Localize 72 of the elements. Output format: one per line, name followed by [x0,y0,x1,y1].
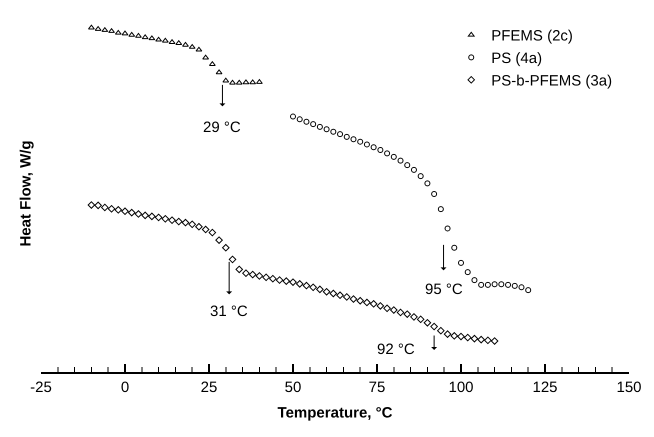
point [518,284,524,290]
point [444,225,451,232]
point [256,79,263,84]
point [451,244,458,251]
legend-label: PS-b-PFEMS (3a) [491,72,612,90]
point [108,28,115,33]
point [390,154,397,160]
annotation: 31 °C [210,303,248,320]
point [458,260,464,266]
point [162,38,169,43]
point [114,30,122,35]
point [196,46,202,52]
point [296,116,303,122]
point [384,150,390,156]
point [168,39,176,44]
x-tick-label: 75 [368,379,386,396]
point [410,166,417,173]
point [471,277,478,284]
point [249,79,256,84]
point [242,79,250,84]
point [464,269,471,276]
point [370,144,377,150]
point [324,126,330,132]
point [229,80,236,85]
x-tick-label: 50 [284,379,302,396]
point [182,42,189,47]
point [216,69,222,74]
point [512,282,518,289]
x-tick-label: 0 [120,379,130,396]
point [438,206,444,212]
point [525,287,532,294]
point [505,282,512,288]
point [142,34,149,40]
point [303,118,310,125]
legend-label: PFEMS (2c) [491,28,573,45]
point [498,281,504,288]
point [424,180,430,186]
point [155,36,162,42]
legend-label: PS (4a) [491,50,542,68]
x-tick-label: 100 [448,379,474,396]
point [344,134,350,140]
annotation: 95 °C [425,281,463,298]
point [431,191,438,198]
point [364,141,370,148]
point [122,30,128,36]
point [310,121,316,128]
point [148,35,156,40]
point [330,128,336,135]
annotation: 92 °C [377,341,415,358]
point [484,282,491,288]
point [398,158,404,164]
x-tick-label: 125 [532,379,558,396]
point [128,32,136,37]
x-tick-label: 25 [200,379,218,396]
point [478,282,484,288]
x-tick-label: -25 [30,379,52,396]
point [135,33,142,38]
point [492,281,498,288]
annotation: 29 °C [203,119,241,136]
point [88,24,95,30]
x-axis-title: Temperature, °C [278,404,393,422]
point [236,80,243,85]
point [404,162,410,168]
x-tick-label: 150 [616,379,642,396]
point [337,131,344,138]
point [357,138,364,145]
point [350,136,356,142]
point [316,124,323,130]
point [418,173,424,180]
y-axis-title: Heat Flow, W/g [17,140,34,247]
point [377,146,384,153]
point [290,114,296,120]
